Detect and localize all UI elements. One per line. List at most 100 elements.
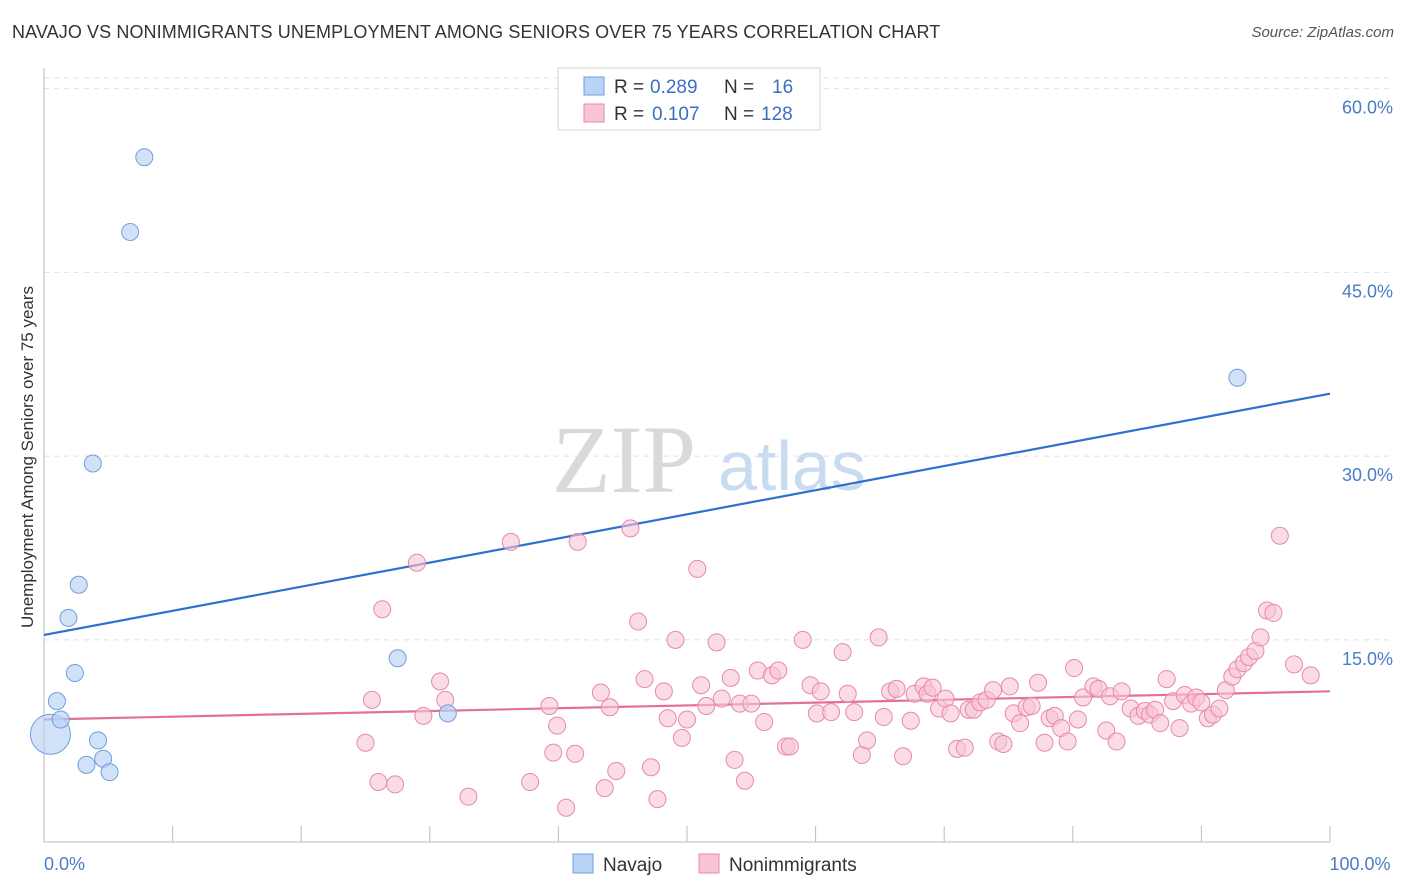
nonimmigrants-point-25 — [641, 758, 660, 777]
legend-navajo-r-label: R = — [614, 77, 644, 98]
nonimmigrants-points — [356, 519, 1320, 817]
gridlines — [44, 77, 1395, 641]
nonimmigrants-point-112 — [1192, 693, 1211, 712]
nonimmigrants-point-27 — [654, 682, 673, 701]
watermark-zip: ZIP — [552, 406, 696, 513]
nonimmigrants-point-96 — [1097, 721, 1116, 740]
nonimmigrants-point-18 — [591, 683, 610, 702]
navajo-point-6 — [77, 755, 96, 774]
nonimmigrants-point-17 — [568, 532, 587, 551]
nonimmigrants-point-99 — [1112, 682, 1131, 701]
nonimmigrants-point-43 — [755, 712, 774, 731]
legend-nonimm-n-value: 128 — [761, 104, 793, 125]
navajo-point-15 — [1228, 368, 1247, 387]
nonimmigrants-point-21 — [607, 761, 626, 780]
bottom-legend-swatch-nonimm — [698, 853, 720, 874]
nonimmigrants-point-14 — [548, 716, 567, 735]
navajo-points — [29, 148, 1247, 782]
nonimmigrants-point-62 — [894, 747, 913, 766]
navajo-trend-line — [43, 392, 1331, 637]
nonimmigrants-point-53 — [833, 643, 852, 662]
legend-nonimm-r-value: 0.107 — [652, 104, 700, 125]
y-tick-labels: 15.0% 30.0% 45.0% 60.0% — [1342, 98, 1393, 669]
nonimmigrants-point-26 — [648, 790, 667, 809]
nonimmigrants-point-115 — [1210, 699, 1229, 718]
navajo-point-3 — [59, 608, 78, 627]
nonimmigrants-point-34 — [697, 697, 716, 716]
nonimmigrants-point-127 — [1301, 666, 1320, 685]
nonimmigrants-point-1 — [362, 690, 381, 709]
bottom-legend-navajo: Navajo — [603, 855, 662, 876]
navajo-point-14 — [438, 704, 457, 723]
nonimmigrants-point-10 — [501, 532, 520, 551]
nonimmigrants-point-70 — [941, 704, 960, 723]
nonimmigrants-point-55 — [845, 703, 864, 722]
nonimmigrants-point-4 — [386, 775, 405, 794]
nonimmigrants-point-93 — [1074, 688, 1093, 707]
nonimmigrants-point-5 — [407, 553, 426, 572]
nonimmigrants-point-125 — [1270, 526, 1289, 545]
nonimmigrants-point-106 — [1157, 670, 1176, 689]
nonimmigrants-point-24 — [635, 670, 654, 689]
nonimmigrants-point-22 — [621, 519, 640, 538]
nonimmigrants-point-63 — [901, 711, 920, 730]
legend-navajo-r-value: 0.289 — [650, 77, 698, 98]
y-tick-label-60: 60.0% — [1342, 98, 1393, 118]
navajo-point-7 — [83, 454, 102, 473]
navajo-point-11 — [121, 222, 140, 241]
series-legend: Navajo Nonimmigrants — [572, 853, 857, 876]
nonimmigrants-point-45 — [769, 661, 788, 680]
legend-navajo-n-value: 16 — [772, 77, 793, 98]
nonimmigrants-point-79 — [994, 735, 1013, 753]
nonimmigrants-point-2 — [369, 772, 388, 791]
nonimmigrants-point-12 — [540, 697, 559, 716]
nonimmigrants-point-9 — [459, 787, 478, 806]
nonimmigrants-point-82 — [1011, 714, 1030, 733]
nonimmigrants-point-40 — [735, 771, 754, 790]
nonimmigrants-point-33 — [692, 676, 711, 695]
watermark-atlas: atlas — [718, 427, 866, 505]
nonimmigrants-point-61 — [887, 679, 906, 698]
nonimmigrants-point-36 — [712, 689, 731, 708]
nonimmigrants-point-29 — [666, 630, 685, 649]
nonimmigrants-point-15 — [557, 798, 576, 817]
nonimmigrants-point-57 — [858, 731, 877, 750]
nonimmigrants-point-19 — [595, 779, 614, 798]
nonimmigrants-point-52 — [822, 703, 841, 722]
y-tick-label-45: 45.0% — [1342, 281, 1393, 301]
nonimmigrants-point-92 — [1068, 710, 1087, 729]
nonimmigrants-point-108 — [1170, 719, 1189, 738]
nonimmigrants-point-91 — [1065, 659, 1084, 678]
navajo-point-10 — [100, 763, 119, 782]
nonimmigrants-point-54 — [838, 684, 857, 703]
nonimmigrants-point-58 — [869, 628, 888, 647]
nonimmigrants-point-124 — [1264, 603, 1283, 622]
bottom-legend-nonimm: Nonimmigrants — [729, 855, 857, 876]
source-label: Source: ZipAtlas.com — [1251, 24, 1394, 41]
nonimmigrants-point-37 — [721, 668, 740, 687]
navajo-point-12 — [135, 148, 154, 167]
nonimmigrants-point-30 — [672, 728, 691, 747]
nonimmigrants-point-48 — [793, 630, 812, 649]
nonimmigrants-point-7 — [431, 672, 450, 691]
navajo-point-8 — [89, 731, 108, 750]
legend-nonimm-n-label: N = — [724, 104, 754, 125]
nonimmigrants-point-122 — [1251, 628, 1270, 647]
x-tick-label-0: 0.0% — [44, 854, 85, 874]
nonimmigrants-point-86 — [1035, 733, 1054, 752]
correlation-legend: R = 0.289 N = 16 R = 0.107 N = 128 — [557, 67, 821, 131]
nonimmigrants-point-6 — [414, 706, 433, 725]
nonimmigrants-point-16 — [566, 744, 585, 763]
nonimmigrants-point-32 — [688, 559, 707, 578]
nonimmigrants-point-84 — [1022, 697, 1041, 716]
nonimmigrants-point-0 — [356, 733, 375, 752]
y-axis-title: Unemployment Among Seniors over 75 years — [18, 286, 37, 628]
navajo-point-5 — [69, 575, 88, 594]
x-tick-label-100: 100.0% — [1329, 854, 1390, 874]
nonimmigrants-point-80 — [1000, 677, 1019, 696]
y-tick-label-30: 30.0% — [1342, 465, 1393, 485]
nonimmigrants-point-41 — [742, 694, 761, 713]
nonimmigrants-point-77 — [984, 681, 1003, 700]
x-tick-labels: 0.0% 100.0% — [44, 854, 1391, 874]
navajo-point-1 — [47, 692, 66, 711]
